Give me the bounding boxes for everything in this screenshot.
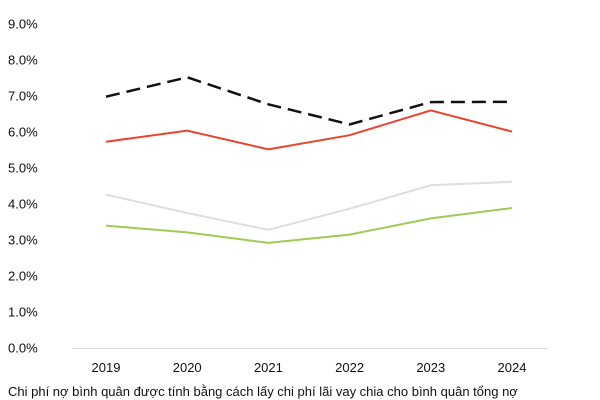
x-tick-label: 2022	[335, 360, 364, 375]
x-tick-label: 2020	[173, 360, 202, 375]
y-tick-label: 4.0%	[8, 197, 38, 212]
series-line-red	[105, 109, 513, 151]
line-chart: 0.0% 1.0% 2.0% 3.0% 4.0% 5.0% 6.0% 7.0% 8.0% 9.0%…	[8, 17, 548, 375]
y-tick-label: 8.0%	[8, 53, 38, 68]
y-tick-label: 5.0%	[8, 161, 38, 176]
y-tick-label: 6.0%	[8, 125, 38, 140]
x-tick-label: 2021	[254, 360, 283, 375]
chart-caption: Chi phí nợ bình quân được tính bằng cách…	[8, 384, 518, 399]
series-line-black-dashed	[105, 76, 513, 126]
x-axis: 2019 2020 2021 2022 2023 2024	[92, 360, 527, 375]
x-tick-label: 2023	[416, 360, 445, 375]
y-tick-label: 1.0%	[8, 305, 38, 320]
series-line-light-gray	[105, 180, 513, 231]
series-line-green	[105, 207, 513, 244]
y-axis: 0.0% 1.0% 2.0% 3.0% 4.0% 5.0% 6.0% 7.0% 8.0% 9.0%	[8, 17, 38, 356]
x-tick-label: 2019	[92, 360, 121, 375]
x-tick-label: 2024	[498, 360, 527, 375]
y-tick-label: 2.0%	[8, 269, 38, 284]
y-tick-label: 9.0%	[8, 17, 38, 32]
y-tick-label: 7.0%	[8, 89, 38, 104]
series-layer	[105, 76, 513, 244]
y-tick-label: 0.0%	[8, 341, 38, 356]
y-tick-label: 3.0%	[8, 233, 38, 248]
